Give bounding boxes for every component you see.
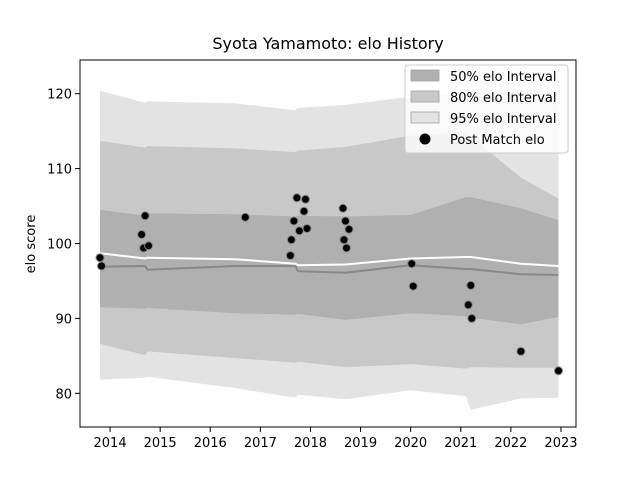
post-match-elo-point: [408, 281, 418, 291]
post-match-elo-point: [289, 216, 299, 226]
post-match-elo-point: [285, 251, 295, 260]
post-match-elo-point: [466, 280, 476, 290]
legend: 50% elo Interval 80% elo Interval 95% elo …: [404, 64, 569, 154]
mean-line: [99, 252, 559, 267]
legend-marker-post-match: [419, 133, 431, 145]
post-match-elo-point: [240, 212, 250, 222]
x-tick-label: 2015: [144, 436, 177, 451]
x-tick-label: 2016: [194, 436, 227, 451]
post-match-elo-point: [339, 235, 349, 245]
y-tick-label: 120: [47, 88, 72, 103]
post-match-elo-point: [407, 259, 417, 269]
band-50-interval: [100, 197, 559, 325]
post-match-elo-point: [338, 203, 348, 213]
x-tick-label: 2018: [294, 436, 327, 451]
post-match-elo-point: [516, 346, 526, 356]
legend-swatch-80: [410, 90, 440, 103]
post-match-elo-point: [95, 253, 105, 263]
y-axis-label: elo score: [24, 215, 39, 274]
post-match-elo-point: [299, 206, 309, 216]
y-tick-label: 110: [47, 163, 72, 178]
x-tick-label: 2023: [544, 436, 577, 451]
legend-box: [404, 64, 569, 154]
x-tick-label: 2020: [394, 436, 427, 451]
post-match-elo-point: [292, 193, 302, 203]
y-tick-label: 100: [47, 238, 72, 253]
post-match-elo-point: [302, 224, 312, 233]
post-match-elo-point: [342, 243, 351, 253]
post-match-elo-point: [97, 261, 106, 271]
x-tick-label: 2014: [94, 436, 127, 451]
chart-title: Syota Yamamoto: elo History: [212, 34, 443, 53]
x-tick-label: 2017: [244, 436, 277, 451]
post-match-elo-point: [140, 211, 150, 221]
x-tick-label: 2022: [494, 436, 527, 451]
median-line: [99, 264, 559, 276]
plot-area: [95, 90, 563, 410]
post-match-elo-point: [301, 194, 310, 204]
legend-swatch-95: [410, 111, 440, 124]
legend-label: 80% elo Interval: [450, 91, 557, 106]
legend-swatch-50: [410, 69, 440, 82]
axes: 2014 2015 2016 2017 2018 2019 2020 2021 2022 2023…: [47, 59, 578, 451]
post-match-elo-point: [294, 226, 304, 236]
x-tick-label: 2021: [444, 436, 477, 451]
post-match-elo-point: [341, 216, 350, 226]
legend-label: 50% elo Interval: [450, 70, 557, 85]
post-match-elo-point: [344, 224, 354, 234]
post-match-elo-point: [467, 313, 477, 323]
post-match-elo-point: [144, 241, 154, 251]
legend-label: Post Match elo: [450, 133, 545, 148]
legend-label: 95% elo Interval: [450, 112, 557, 127]
post-match-elo-point: [137, 230, 147, 239]
post-match-elo-point: [463, 300, 473, 310]
post-match-elo-point: [286, 235, 296, 245]
post-match-elo-point: [554, 366, 563, 376]
y-tick-label: 90: [55, 312, 72, 327]
y-tick-label: 80: [55, 387, 72, 402]
x-tick-label: 2019: [344, 436, 377, 451]
